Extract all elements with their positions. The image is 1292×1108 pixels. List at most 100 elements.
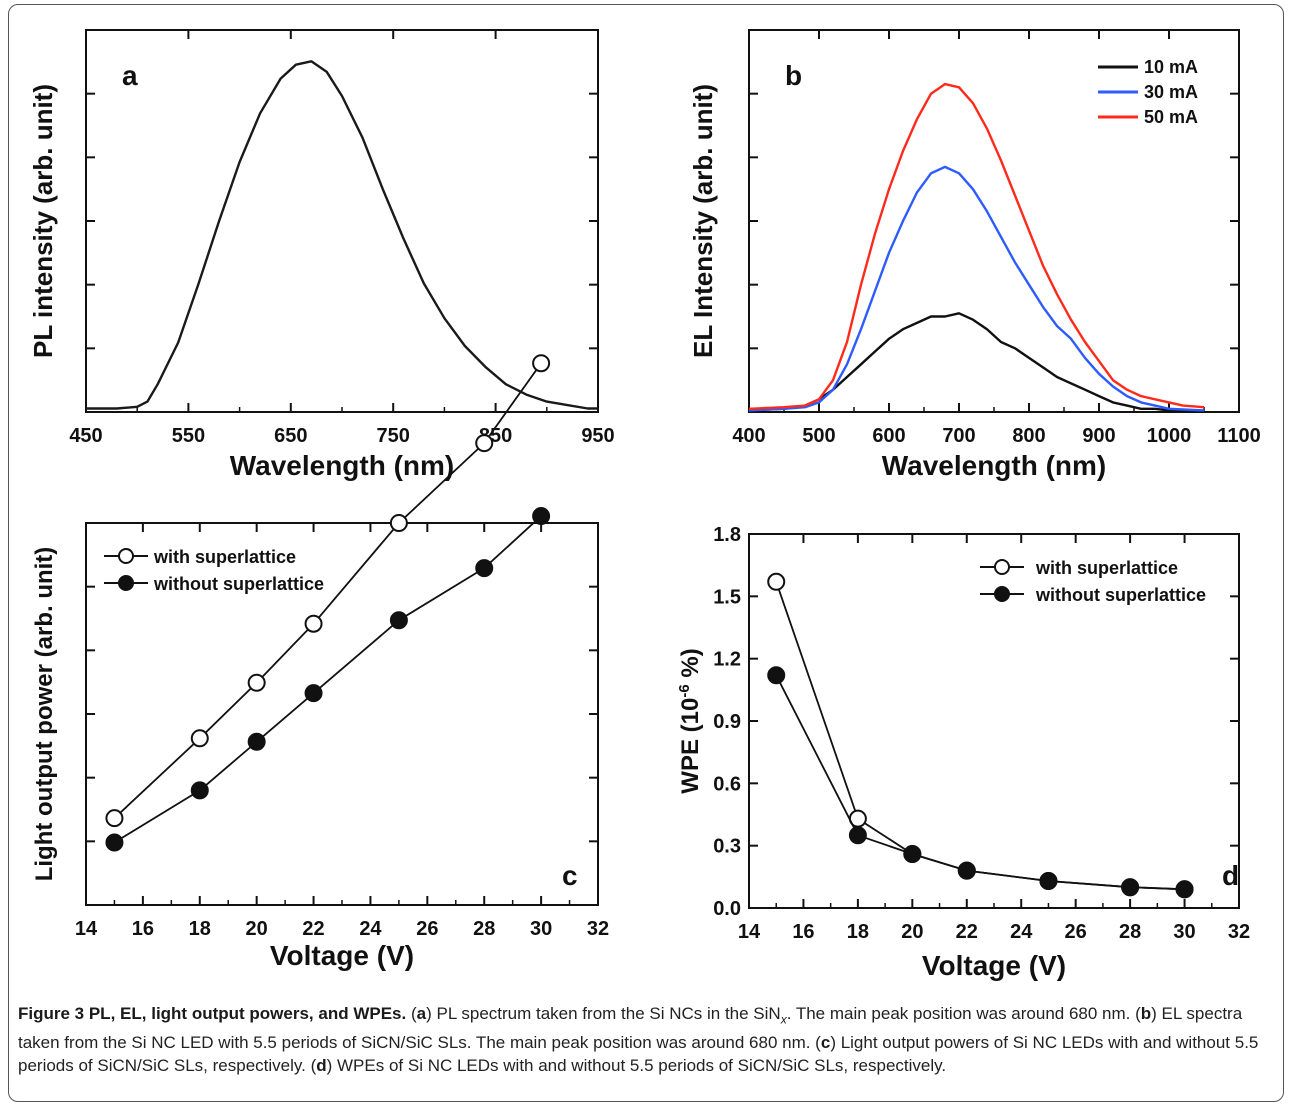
panel-a: 450 550 650 750 850 950 a Wavelength (nm) PL … [28,29,615,481]
panel-c-ticks: 14 16 18 20 22 24 26 28 30 32 [75,523,609,940]
x-tick-label: 20 [901,921,923,943]
x-tick-label: 18 [847,921,869,943]
data-point [304,614,323,633]
series-line-2 [748,82,1205,410]
caption-lead-el: EL [120,1004,142,1023]
x-tick-label: 22 [302,918,324,940]
panel-a-letter: a [122,60,138,91]
caption-lead-wpe: and WPEs. [318,1004,407,1023]
legend-label-with-superlattice-d: with superlattice [1035,558,1178,578]
caption-text-d: ) WPEs of Si NC LEDs with and without 5.… [326,1056,947,1076]
x-tick-label: 1000 [1147,425,1192,447]
x-tick-label: 28 [473,918,495,940]
panel-b-series [748,82,1205,413]
x-tick-label: 14 [75,918,98,940]
series-line-0 [775,581,1185,891]
figure-frame [8,4,1284,1102]
caption-letter-d: d [316,1056,327,1076]
panel-b-legend: 10 mA 30 mA 50 mA [1098,57,1198,127]
data-point [475,434,494,453]
panel-c-series [105,354,551,852]
panel-d-ylabel-tail: %) [677,648,704,684]
x-tick-label: 32 [1228,921,1250,943]
data-point [105,809,124,828]
x-tick-label: 16 [792,921,814,943]
panel-d-ticks: 14 16 18 20 22 24 26 28 30 32 0.0 0.3 0.6 0.9 1.2 1.5 1.… [713,524,1250,943]
data-point [532,507,551,526]
x-tick-label: 400 [732,425,765,447]
panel-c-letter: c [562,860,578,891]
panel-a-ylabel: PL intensity (arb. unit) [28,84,58,358]
data-point [247,673,266,692]
caption-text-a2: . The main peak position was around 680 … [786,1004,1141,1023]
panel-d-ylabel-sup: -6 [676,684,693,697]
y-tick-label: 1.5 [713,586,741,608]
data-point [848,826,867,845]
x-tick-label: 750 [377,425,410,447]
data-point [304,684,323,703]
x-tick-label: 900 [1082,425,1115,447]
data-point [767,572,786,591]
figure-caption: Figure 3 PL, EL, light output powers, an… [18,1004,1259,1076]
x-tick-label: 18 [189,918,211,940]
panel-c-legend: with superlattice without superlattice [104,547,324,594]
panel-d: 14 16 18 20 22 24 26 28 30 32 0.0 0.3 0.6 0.9 1.2 1.5 1.… [676,524,1250,981]
panel-d-ylabel: WPE (10-6 %) [676,648,704,793]
panel-d-xlabel: Voltage (V) [922,950,1066,981]
caption-letter-b: b [1140,1004,1152,1023]
caption-lead-light: light output powers [151,1004,309,1023]
panel-a-xlabel: Wavelength (nm) [230,450,455,481]
x-tick-label: 24 [1010,921,1033,943]
series-line-0 [86,60,598,410]
y-tick-label: 1.8 [713,524,741,546]
data-point [190,781,209,800]
x-tick-label: 28 [1119,921,1141,943]
panel-b-xlabel: Wavelength (nm) [882,450,1107,481]
caption-letter-a: a [416,1004,427,1023]
legend-marker-with-superlattice-d [994,559,1010,575]
panel-a-ticks: 450 550 650 750 850 950 [69,30,615,447]
data-point [957,861,976,880]
caption-sub-x: x [780,1012,787,1027]
data-point [1039,871,1058,890]
x-tick-label: 650 [274,425,307,447]
legend-label-without-superlattice: without superlattice [153,574,324,594]
caption-text-c: ) Light output powers of Si NC LEDs with… [18,1033,1259,1076]
legend-label-with-superlattice: with superlattice [153,547,296,567]
x-tick-label: 30 [530,918,552,940]
panel-a-series [86,60,598,410]
data-point [903,844,922,863]
y-tick-label: 0.9 [713,711,741,733]
data-point [1121,878,1140,897]
y-tick-label: 0.0 [713,898,741,920]
data-point [532,354,551,373]
x-tick-label: 16 [132,918,154,940]
x-tick-label: 20 [246,918,268,940]
x-tick-label: 600 [872,425,905,447]
panel-d-legend: with superlattice without superlattice [980,558,1206,605]
panel-b-letter: b [785,60,802,91]
data-point [475,559,494,578]
panel-b: 400 500 600 700 800 900 1000 1100 b Wavelength … [688,29,1261,481]
y-tick-label: 0.6 [713,773,741,795]
data-point [767,666,786,685]
x-tick-label: 550 [172,425,205,447]
x-tick-label: 14 [738,921,761,943]
panel-b-ylabel: EL Intensity (arb. unit) [688,84,718,358]
x-tick-label: 950 [581,425,614,447]
panel-c-ylabel: Light output power (arb. unit) [31,547,58,882]
series-line-0 [748,312,1204,413]
panel-d-series [767,572,1194,899]
series-line-1 [775,674,1185,891]
x-tick-label: 24 [359,918,382,940]
x-tick-label: 800 [1012,425,1045,447]
legend-label-50ma: 50 mA [1144,107,1198,127]
data-point [1175,880,1194,899]
legend-label-30ma: 30 mA [1144,82,1198,102]
x-tick-label: 26 [1065,921,1087,943]
data-point [190,729,209,748]
series-line-1 [748,165,1205,412]
x-tick-label: 700 [942,425,975,447]
x-tick-label: 26 [416,918,438,940]
